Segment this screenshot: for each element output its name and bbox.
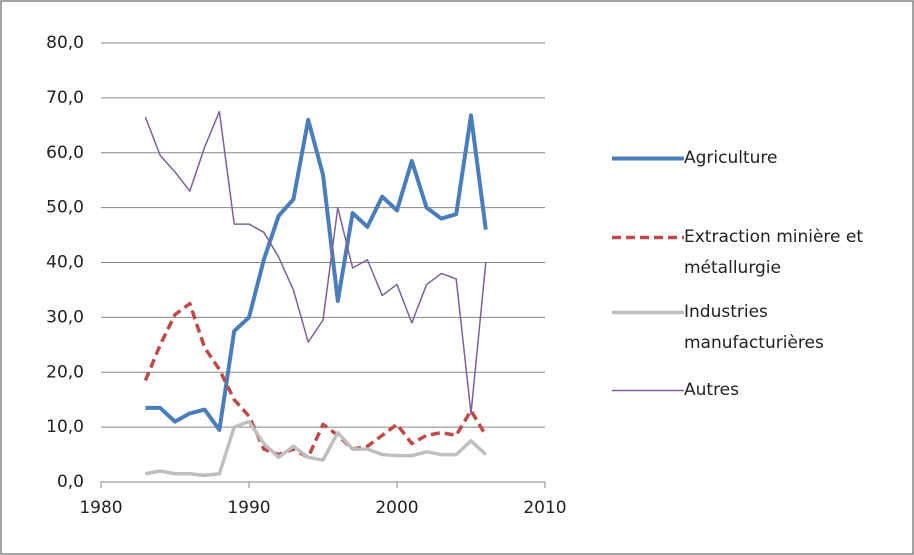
y-tick-label: 30,0 (46, 307, 84, 327)
y-tick-label: 80,0 (46, 33, 84, 53)
y-tick-label: 0,0 (57, 472, 84, 492)
y-tick-label: 60,0 (46, 143, 84, 163)
x-tick-label: 1980 (79, 498, 122, 518)
series-line (145, 113, 488, 432)
legend-item: Industries manufacturières (612, 297, 899, 359)
legend-swatch (612, 310, 684, 315)
series-line (144, 110, 487, 415)
y-tick-label: 70,0 (46, 88, 84, 108)
y-tick-label: 40,0 (46, 253, 84, 273)
legend-label: Extraction minière et métallurgie (684, 227, 864, 278)
series-line (145, 419, 487, 478)
legend-item: Agriculture (612, 143, 899, 174)
legend-swatch (612, 156, 684, 161)
legend-item: Autres (612, 375, 899, 406)
x-tick-label: 2010 (523, 498, 566, 518)
legend-swatch (612, 235, 684, 240)
x-tick-label: 2000 (375, 498, 418, 518)
legend-item: Extraction minière et métallurgie (612, 222, 899, 284)
y-tick-label: 50,0 (46, 198, 84, 218)
legend-swatch (612, 389, 684, 392)
x-tick-label: 1990 (227, 498, 270, 518)
y-tick-label: 10,0 (46, 417, 84, 437)
legend-label: Industries manufacturières (684, 302, 824, 353)
series-line (143, 301, 488, 460)
legend-label: Agriculture (684, 148, 778, 168)
y-tick-label: 20,0 (46, 362, 84, 382)
legend-label: Autres (684, 380, 740, 400)
